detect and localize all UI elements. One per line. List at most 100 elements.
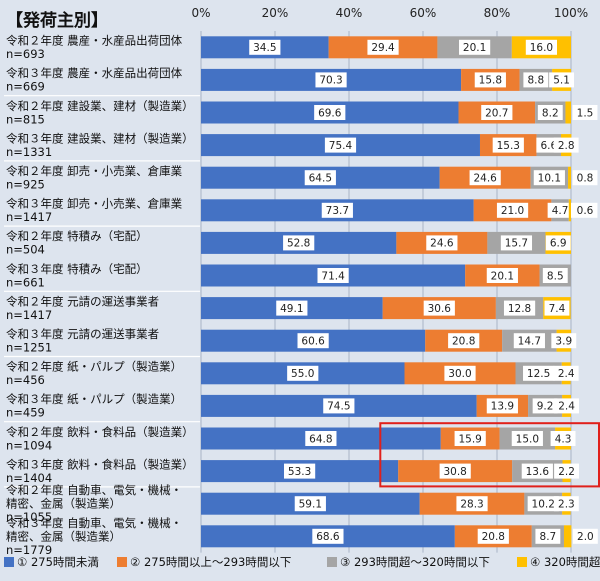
data-label-box — [321, 202, 353, 218]
data-label-box — [533, 170, 565, 186]
data-label: 10.2 — [532, 499, 555, 511]
data-label: 20.8 — [482, 531, 505, 543]
x-tick-label: 40% — [336, 6, 363, 20]
data-label-box — [423, 300, 455, 316]
data-label-box — [486, 268, 518, 283]
data-label-box — [572, 170, 598, 186]
data-label: 55.0 — [291, 368, 314, 380]
category-label: n=1055 — [6, 510, 52, 524]
data-label-box — [324, 137, 357, 153]
data-label-box — [572, 105, 598, 120]
data-label-box — [527, 496, 559, 512]
data-label-box — [553, 365, 579, 381]
data-label: 4.3 — [555, 433, 572, 445]
data-label: 1.5 — [577, 107, 594, 119]
data-label-box — [513, 333, 545, 349]
x-tick-label: 0% — [191, 6, 210, 20]
data-label: 2.0 — [577, 531, 594, 543]
data-label-box — [481, 105, 513, 120]
data-label: 7.4 — [549, 303, 566, 315]
chart-title: 【発荷主別】 — [6, 10, 108, 31]
category-label: n=1404 — [6, 471, 52, 485]
data-label: 3.9 — [555, 336, 572, 348]
data-label-box — [469, 170, 501, 186]
data-label: 14.7 — [518, 336, 541, 348]
category-label: n=693 — [6, 47, 45, 61]
data-label-box — [459, 39, 491, 55]
category-label: 令和２年度 自動車、電気・機械・ — [6, 483, 182, 497]
data-label-box — [500, 235, 533, 251]
data-label: 52.8 — [287, 238, 310, 250]
bar-segment — [565, 101, 571, 124]
data-label: 16.0 — [530, 42, 553, 54]
data-label: 9.2 — [537, 401, 554, 413]
category-label: 精密、金属（製造業） — [6, 497, 121, 511]
data-label: 24.6 — [473, 173, 497, 185]
x-tick-label: 80% — [484, 6, 511, 20]
data-label-box — [535, 528, 561, 544]
data-label-box — [367, 39, 399, 55]
data-label-box — [503, 300, 536, 316]
data-label-box — [532, 398, 558, 414]
data-label: 8.7 — [540, 531, 557, 543]
data-label-box — [287, 365, 319, 381]
data-label: 2.4 — [558, 368, 575, 380]
data-label: 6.9 — [550, 238, 567, 250]
data-label: 24.6 — [430, 238, 454, 250]
category-label: n=1251 — [6, 340, 52, 354]
category-label: 令和２年度 卸売・小売業、倉庫業 — [6, 164, 183, 178]
data-label-box — [477, 528, 509, 544]
category-label: 令和３年度 飲料・食料品（製造業） — [6, 457, 194, 471]
data-label: 15.9 — [458, 433, 481, 445]
category-label: n=1417 — [6, 308, 52, 322]
data-label: 75.4 — [329, 140, 353, 152]
legend-swatch — [4, 557, 14, 567]
category-label: n=1094 — [6, 438, 52, 452]
data-label: 59.1 — [299, 499, 322, 511]
category-label: 令和３年度 特積み（宅配） — [6, 262, 148, 276]
data-label-box — [521, 463, 553, 479]
data-label: 20.1 — [491, 270, 514, 282]
category-label: 令和３年度 自動車、電気・機械・ — [6, 516, 182, 530]
category-label: 令和３年度 建設業、建材（製造業） — [6, 131, 194, 145]
category-label: n=669 — [6, 80, 45, 94]
data-label-box — [549, 72, 575, 88]
data-label: 2.2 — [558, 466, 575, 478]
highlight-layer — [379, 422, 600, 488]
bars-layer: 34.5 29.4 20.1 16.0 70.3 15.8 8.8 5.1 69.6 20.7 8.… — [201, 36, 598, 548]
category-label: 令和２年度 飲料・食料品（製造業） — [6, 425, 194, 439]
category-label: n=815 — [6, 112, 45, 126]
data-label: 34.5 — [253, 42, 276, 54]
data-label: 0.8 — [577, 173, 594, 185]
data-label: 53.3 — [288, 466, 311, 478]
data-label-box — [314, 105, 346, 120]
bar-segment — [568, 166, 571, 189]
category-label: n=925 — [6, 177, 45, 191]
data-label: 13.9 — [491, 401, 514, 413]
data-label: 2.8 — [558, 140, 575, 152]
x-tick-label: 60% — [410, 6, 437, 20]
data-label-box — [544, 300, 570, 316]
data-label-box — [305, 431, 337, 446]
legend-swatch — [117, 557, 127, 567]
data-label: 21.0 — [501, 205, 524, 217]
data-label: 69.6 — [318, 107, 342, 119]
data-label: 49.1 — [280, 303, 303, 315]
category-label: n=456 — [6, 373, 45, 387]
category-label: 令和３年度 卸売・小売業、倉庫業 — [6, 197, 183, 211]
category-label: 令和３年度 元請の運送事業者 — [6, 327, 159, 341]
data-label: 68.6 — [316, 531, 340, 543]
data-label: 30.6 — [428, 303, 452, 315]
data-label: 74.5 — [327, 401, 350, 413]
data-label: 20.8 — [452, 336, 475, 348]
data-label-box — [551, 333, 577, 349]
data-label: 15.7 — [505, 238, 528, 250]
data-label: 15.3 — [497, 140, 520, 152]
data-label-box — [547, 202, 573, 218]
data-label-box — [454, 431, 486, 446]
data-label: 29.4 — [371, 42, 395, 54]
data-label: 28.3 — [460, 499, 483, 511]
data-label-box — [486, 398, 518, 414]
category-label: n=1331 — [6, 145, 52, 159]
